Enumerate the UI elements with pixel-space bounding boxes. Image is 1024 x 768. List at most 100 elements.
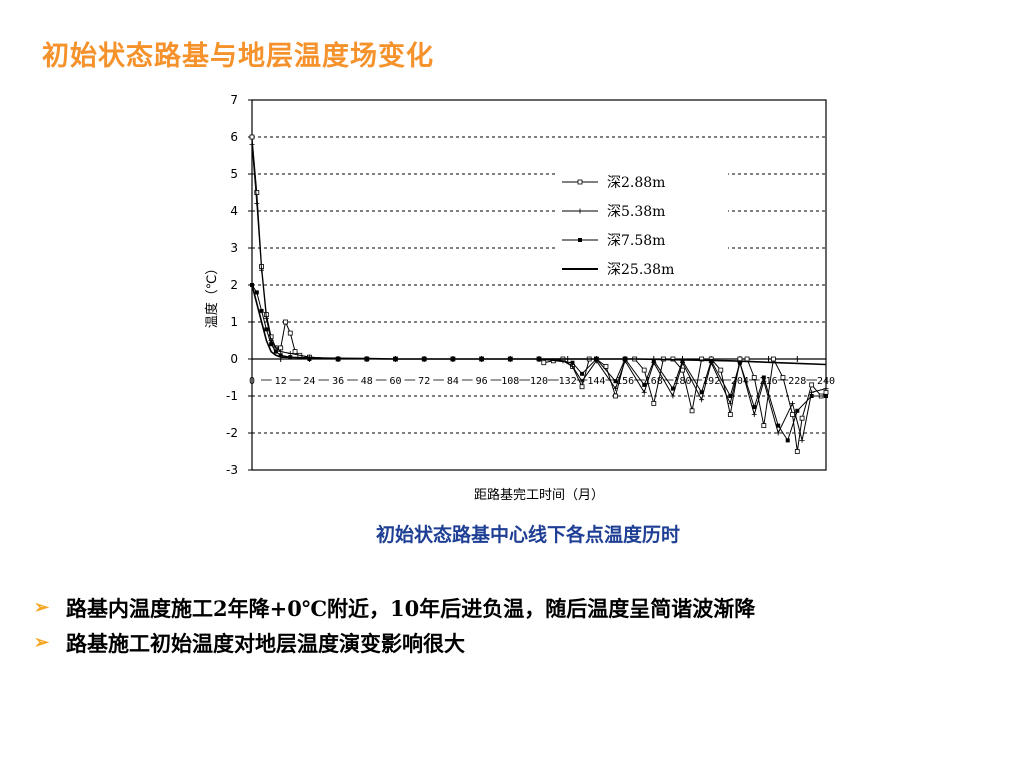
data-point [775,430,781,436]
data-point [641,367,647,373]
x-tick-label: 36 [332,376,344,387]
x-tick-label: 96 [476,376,488,387]
data-point [699,390,704,395]
y-tick-label: 0 [230,352,238,366]
data-point [269,342,274,347]
data-point [727,412,733,417]
x-tick-label: 120 [530,376,548,387]
data-point [254,190,260,195]
legend-label: 深5.38m [607,204,665,220]
data-point [809,394,814,398]
data-point [761,375,766,380]
data-point [278,353,283,358]
data-point [603,363,609,369]
legend-label: 深2.88m [607,175,665,191]
x-tick-label: 168 [645,376,663,387]
data-point [670,393,676,399]
data-point [728,394,733,398]
data-point [307,357,312,361]
x-tick-label: 48 [361,376,373,387]
data-point [273,345,279,351]
x-tick-label: 144 [587,376,605,387]
data-point [718,367,724,373]
data-point [689,408,695,414]
legend-marker [578,238,582,242]
series-0 [249,134,829,454]
x-tick-label: 180 [673,376,691,387]
y-tick-label: 6 [230,130,238,144]
data-point [809,389,815,395]
data-point [254,201,260,207]
data-point [699,397,705,403]
chart-caption: 初始状态路基中心线下各点温度历时 [375,524,680,546]
x-tick-label: 24 [303,376,315,387]
x-tick-label: 12 [275,376,287,387]
y-tick-label: 7 [230,93,238,107]
data-point [751,412,757,417]
data-point [259,308,264,313]
y-tick-label: 5 [230,167,238,181]
arrow-bullet-icon: ➢ [34,597,50,618]
chart-ticks: 7 6 5 4 3 2 1 0 -1 -2 -3 0 12 24 36 48 60 72 84 96 108 120 132… [226,93,835,477]
data-point [776,423,781,428]
data-point [278,349,284,355]
data-point [670,386,675,391]
data-point [651,400,657,406]
data-point [751,375,757,380]
data-point [727,400,733,406]
data-point [613,379,618,384]
x-tick-label: 156 [616,376,634,387]
x-axis-label: 距路基完工时间（月） [474,487,604,503]
chart-legend: 深2.88m 深5.38m 深7.58m 深25.38m [556,168,728,282]
data-point [569,363,575,369]
series-line [251,136,827,452]
data-point [790,412,795,417]
y-tick-label: 4 [230,204,238,218]
y-tick-label: -1 [226,389,238,403]
legend-label: 深25.38m [607,262,674,278]
bullet-text: 路基施工初始温度对地层温度演变影响很大 [66,630,465,656]
data-point [579,384,585,390]
bullet-text: 路基内温度施工2年降+0℃附近，10年后进负温，随后温度呈简谐波渐降 [66,595,756,621]
data-point [273,349,278,354]
data-point [579,378,585,384]
x-tick-label: 216 [760,376,778,387]
x-tick-label: 60 [389,376,401,387]
data-point [570,360,575,365]
x-tick-label: 204 [731,376,749,387]
data-point [642,382,647,387]
legend-item: 深7.58m [562,233,665,249]
data-point [249,141,255,147]
series-3 [251,284,827,366]
data-point [613,393,618,399]
y-tick-label: 2 [230,278,238,292]
legend-item: 深5.38m [562,204,665,220]
data-point [263,315,269,321]
data-point [824,394,828,398]
legend-label: 深7.58m [607,233,665,249]
data-point [823,386,829,392]
legend-marker [577,208,583,214]
series-2 [250,283,828,443]
data-point [795,408,800,413]
bullet-item: ➢ 路基施工初始温度对地层温度演变影响很大 [34,625,755,660]
legend-item: 深2.88m [562,175,665,191]
y-tick-label: -2 [226,426,238,440]
data-point [254,290,259,295]
data-point [799,415,805,421]
legend-item: 深25.38m [562,262,674,278]
data-point [737,360,742,365]
data-point [761,423,767,429]
data-point [680,358,685,363]
data-point [799,437,805,443]
bullet-list: ➢ 路基内温度施工2年降+0℃附近，10年后进负温，随后温度呈简谐波渐降 ➢ 路… [34,590,755,660]
data-point [641,389,647,395]
chart-series [249,134,829,454]
data-point [770,356,776,362]
y-axis-label: 温度（℃） [204,262,220,329]
data-point [613,386,619,392]
x-tick-label: 192 [702,376,720,387]
data-point [292,349,298,355]
legend-box [556,168,728,282]
data-point [283,319,288,325]
